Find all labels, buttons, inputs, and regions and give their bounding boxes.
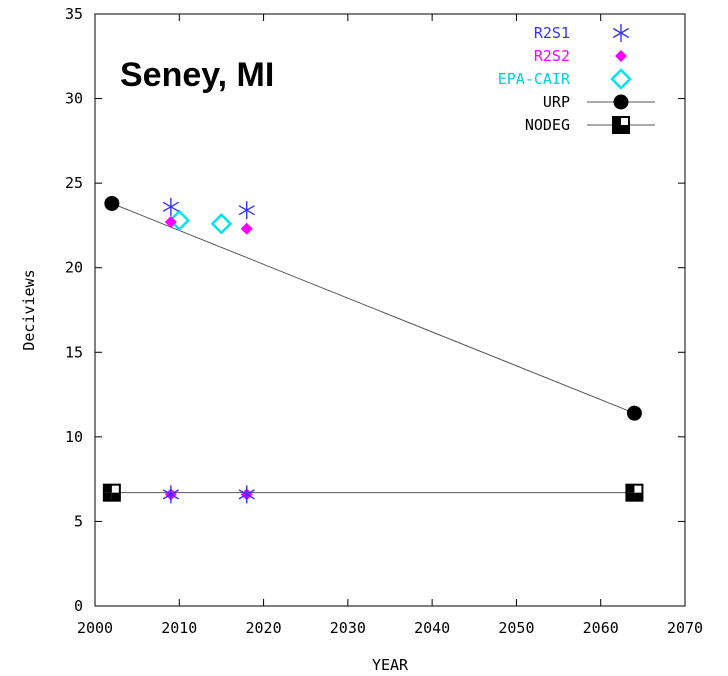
square-fill-bottomleft [613, 125, 621, 133]
circle-shape [104, 195, 120, 211]
x-tick-label: 2030 [330, 619, 366, 637]
circle-shape [626, 405, 642, 421]
diamond-shape [210, 212, 233, 235]
square-fill-bottomleft [626, 492, 635, 501]
y-tick-label: 15 [65, 343, 83, 361]
y-tick-label: 10 [65, 428, 83, 446]
x-tick-label: 2010 [161, 619, 197, 637]
point-r2s1 [162, 485, 180, 504]
point-epa-cair [168, 209, 191, 232]
square-fill-topleft [626, 484, 635, 493]
square-fill-bottomright [111, 492, 120, 501]
point-r2s2 [240, 222, 253, 235]
x-tick-label: 2060 [583, 619, 619, 637]
square-fill-bottomleft [103, 492, 112, 501]
series-line-urp [111, 202, 635, 414]
diamond-shape [164, 216, 177, 229]
legend-label: URP [543, 93, 570, 111]
legend-marker-r2s2 [615, 50, 627, 62]
square-fill-topleft [103, 484, 112, 493]
y-tick-label: 35 [65, 5, 83, 23]
y-axis-label: Deciviews [20, 269, 38, 350]
diamond-shape [240, 222, 253, 235]
y-tick-label: 25 [65, 174, 83, 192]
legend-marker-epa-cair [610, 68, 632, 90]
y-tick-label: 30 [65, 90, 83, 108]
x-tick-label: 2040 [414, 619, 450, 637]
point-nodeg [102, 483, 121, 502]
y-tick-label: 20 [65, 259, 83, 277]
x-tick-label: 2050 [498, 619, 534, 637]
asterisk-stroke [238, 205, 255, 216]
x-tick-label: 2000 [77, 619, 113, 637]
square-fill-bottomright [621, 125, 629, 133]
point-epa-cair [210, 212, 233, 235]
legend-label: R2S2 [534, 47, 570, 65]
point-r2s1 [238, 485, 255, 504]
circle-shape [613, 94, 629, 110]
asterisk-stroke [612, 27, 630, 39]
x-tick-label: 2070 [667, 619, 703, 637]
legend-label: NODEG [525, 116, 570, 134]
square-fill-topleft [613, 117, 621, 125]
legend-label: EPA-CAIR [498, 70, 571, 88]
plot-frame [94, 13, 686, 607]
point-r2s1 [238, 201, 255, 220]
x-axis-label: YEAR [372, 656, 409, 674]
legend-marker-nodeg [612, 116, 630, 134]
chart-annotation: Seney, MI [120, 56, 274, 94]
diamond-shape [610, 68, 632, 90]
x-tick-label: 2020 [246, 619, 282, 637]
y-tick-label: 5 [74, 512, 83, 530]
point-r2s2 [164, 216, 177, 229]
asterisk-stroke [162, 489, 180, 500]
legend-marker-r2s1 [612, 24, 630, 42]
y-tick-label: 0 [74, 597, 83, 615]
square-fill-bottomright [634, 492, 643, 501]
point-nodeg [625, 483, 644, 502]
diamond-shape [168, 209, 191, 232]
diamond-shape [615, 50, 627, 62]
legend-marker-urp [613, 94, 629, 110]
asterisk-stroke [162, 201, 180, 212]
point-r2s1 [162, 197, 180, 216]
asterisk-stroke [238, 489, 255, 500]
point-urp [104, 195, 120, 211]
legend-label: R2S1 [534, 24, 570, 42]
point-urp [626, 405, 642, 421]
